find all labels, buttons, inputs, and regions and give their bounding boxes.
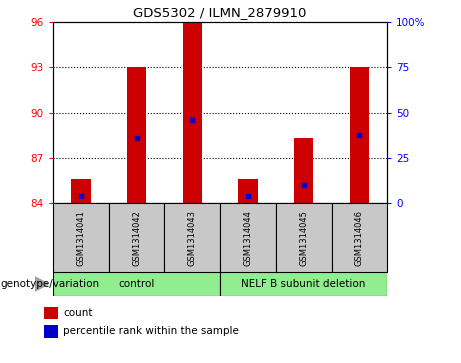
Bar: [220, 203, 276, 272]
Bar: [53, 272, 220, 296]
Text: percentile rank within the sample: percentile rank within the sample: [63, 326, 239, 337]
Bar: [44, 325, 58, 338]
Text: GSM1314041: GSM1314041: [77, 210, 85, 266]
Bar: [238, 179, 258, 203]
Bar: [44, 307, 58, 319]
Bar: [109, 203, 165, 272]
Text: GSM1314044: GSM1314044: [243, 210, 253, 266]
Bar: [71, 179, 91, 203]
Bar: [276, 203, 331, 272]
Bar: [294, 138, 313, 203]
Bar: [53, 203, 109, 272]
Text: genotype/variation: genotype/variation: [0, 279, 100, 289]
Bar: [165, 203, 220, 272]
Bar: [183, 22, 202, 203]
Text: NELF B subunit deletion: NELF B subunit deletion: [242, 279, 366, 289]
Text: GSM1314045: GSM1314045: [299, 210, 308, 266]
Bar: [220, 272, 387, 296]
Bar: [349, 67, 369, 203]
Text: GSM1314046: GSM1314046: [355, 210, 364, 266]
Title: GDS5302 / ILMN_2879910: GDS5302 / ILMN_2879910: [133, 6, 307, 19]
Bar: [331, 203, 387, 272]
Text: GSM1314043: GSM1314043: [188, 210, 197, 266]
Polygon shape: [35, 277, 48, 291]
Text: count: count: [63, 308, 93, 318]
Bar: [127, 67, 146, 203]
Text: GSM1314042: GSM1314042: [132, 210, 141, 266]
Text: control: control: [118, 279, 155, 289]
